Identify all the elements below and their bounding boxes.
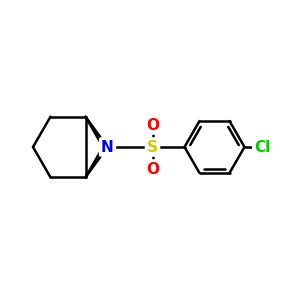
Text: S: S xyxy=(147,140,158,154)
Text: O: O xyxy=(146,161,159,176)
Text: Cl: Cl xyxy=(254,140,271,154)
Text: N: N xyxy=(101,140,114,154)
Text: O: O xyxy=(146,118,159,133)
